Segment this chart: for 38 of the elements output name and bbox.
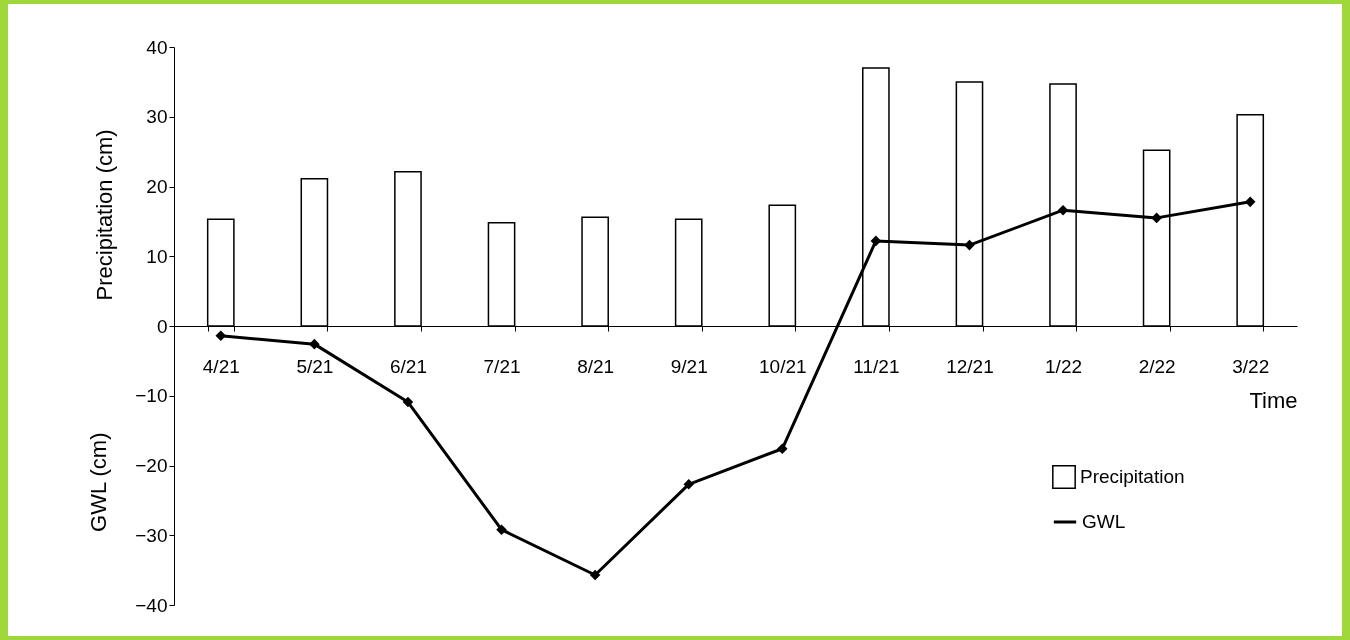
- y-tick-label: −10: [135, 385, 168, 407]
- point: [309, 339, 320, 350]
- point: [215, 330, 226, 341]
- point: [1151, 213, 1162, 223]
- x-tick-label: 12/21: [946, 355, 994, 377]
- y-tick-label: 0: [156, 315, 168, 337]
- x-tick-label: 7/21: [483, 355, 521, 377]
- point: [496, 524, 507, 535]
- legend-label: Precipitation: [1080, 466, 1185, 487]
- y-tick-label: 10: [146, 245, 168, 267]
- y-tick-label: −40: [135, 594, 168, 616]
- x-tick-label: 10/21: [759, 355, 807, 377]
- x-tick-label: 4/21: [202, 355, 240, 377]
- x-tick-label: 8/21: [577, 355, 615, 377]
- point: [964, 240, 975, 250]
- point: [1245, 196, 1256, 207]
- x-tick-label: 11/21: [853, 355, 900, 377]
- y-tick-label: 40: [146, 36, 168, 58]
- point: [590, 570, 600, 580]
- point: [1058, 205, 1068, 216]
- y-tick-label: −30: [135, 524, 168, 546]
- point: [403, 397, 413, 407]
- y-tick-label: 20: [146, 176, 168, 197]
- legend-label: GWL: [1082, 511, 1126, 532]
- x-tick-label: 3/22: [1232, 355, 1270, 377]
- y-tick-label: 30: [146, 106, 168, 128]
- x-tick-label: 5/21: [296, 355, 334, 377]
- point: [683, 479, 694, 490]
- point: [777, 443, 788, 454]
- y-tick-label: −20: [135, 455, 168, 476]
- y-axis-title: Precipitation (cm): [92, 129, 118, 301]
- text: GWL (cm): [86, 432, 111, 532]
- x-axis-title: Time: [1249, 387, 1298, 413]
- x-tick-label: 2/22: [1138, 355, 1176, 377]
- point: [871, 236, 881, 246]
- x-tick-label: 1/22: [1045, 355, 1083, 377]
- x-tick-label: 6/21: [389, 355, 427, 377]
- x-tick-label: 9/21: [670, 355, 708, 377]
